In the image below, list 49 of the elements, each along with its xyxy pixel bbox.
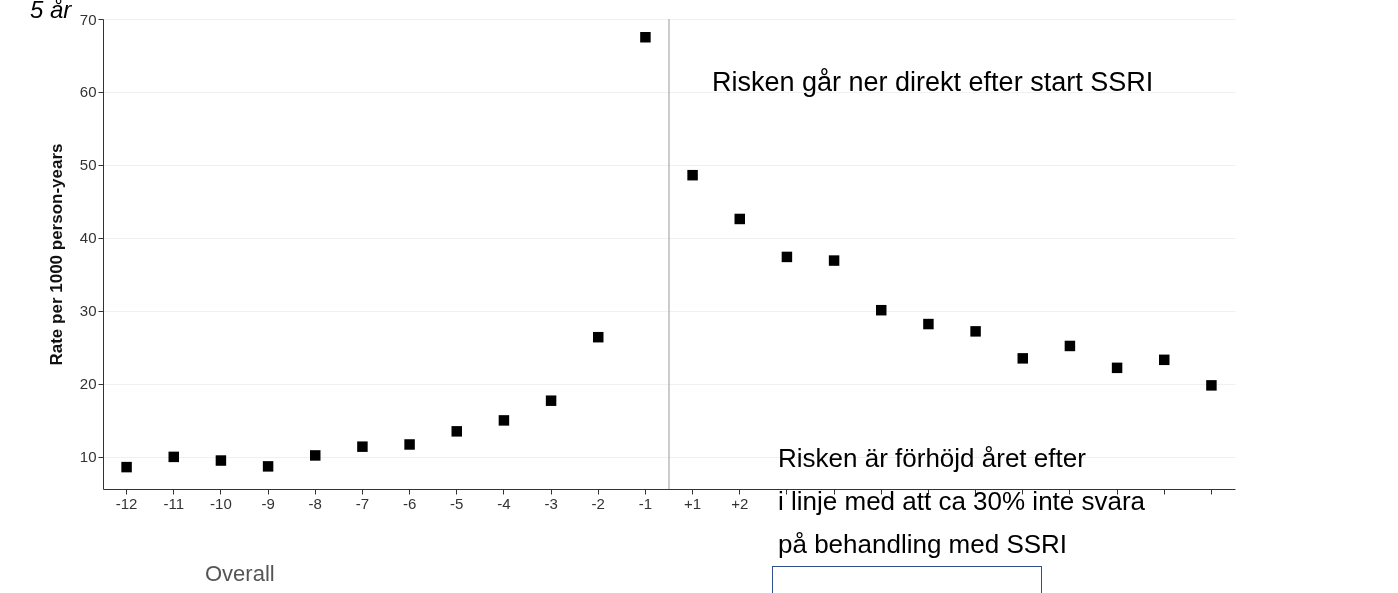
point xyxy=(357,441,368,452)
x-tick-label: -2 xyxy=(591,494,605,512)
y-tick-label: 30 xyxy=(79,302,97,320)
y-tick-label: 10 xyxy=(79,448,97,466)
y-tick-label: 60 xyxy=(79,83,97,101)
point xyxy=(1017,353,1028,364)
y-axis-title: Rate per 1000 person-years xyxy=(46,143,66,366)
point xyxy=(262,461,274,472)
x-tick-label: -11 xyxy=(163,494,185,512)
point xyxy=(121,461,132,473)
point xyxy=(1159,354,1170,366)
point xyxy=(451,426,462,437)
point xyxy=(687,169,698,181)
x-tick-label: +1 xyxy=(684,494,702,512)
point xyxy=(1206,380,1217,391)
point xyxy=(593,331,604,343)
point xyxy=(876,304,887,316)
y-tick-label: 70 xyxy=(79,10,97,28)
y-tick-label: 40 xyxy=(79,229,97,247)
x-tick-label: -6 xyxy=(402,494,417,512)
point xyxy=(498,415,510,426)
point xyxy=(970,326,981,337)
point xyxy=(828,255,840,266)
point xyxy=(640,32,651,43)
x-tick-label: -8 xyxy=(308,494,322,512)
point xyxy=(545,395,557,406)
x-tick-label: -9 xyxy=(261,494,275,512)
x-tick-label: -3 xyxy=(544,494,558,512)
x-tick-label: -4 xyxy=(497,494,511,512)
point xyxy=(1111,362,1123,374)
x-tick-label: -1 xyxy=(638,494,653,512)
point xyxy=(310,450,321,461)
point xyxy=(168,451,179,463)
annotation: Risken går ner direkt efter start SSRI xyxy=(712,67,1154,97)
x-tick-label: -12 xyxy=(115,494,138,512)
point xyxy=(215,455,227,466)
x-axis-title: Overall xyxy=(205,561,275,586)
annotation: Risken är förhöjd året efter i linje med att ca 30% inte svara på behandling med SSRI xyxy=(778,443,1146,559)
x-tick-label: -10 xyxy=(210,494,232,512)
y-tick-label: 20 xyxy=(79,375,97,393)
point xyxy=(781,251,793,263)
point xyxy=(1064,340,1076,352)
x-tick-label: -7 xyxy=(355,494,370,512)
point xyxy=(734,213,745,225)
x-tick-label: -5 xyxy=(450,494,464,512)
x-tick-label: +2 xyxy=(731,494,749,512)
point xyxy=(923,318,934,330)
point xyxy=(404,439,415,450)
y-tick-label: 50 xyxy=(79,156,97,174)
